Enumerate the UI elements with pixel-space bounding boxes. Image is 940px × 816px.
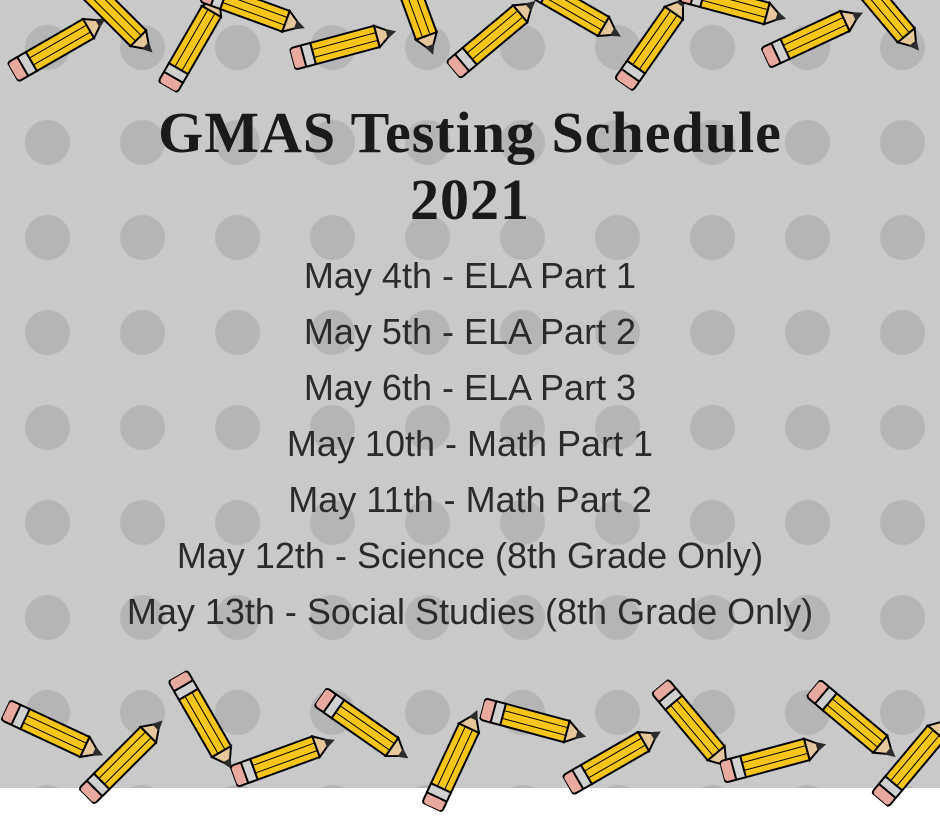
schedule-item: May 10th - Math Part 1 — [287, 423, 653, 465]
schedule-item: May 6th - ELA Part 3 — [304, 367, 636, 409]
page-title: GMAS Testing Schedule 2021 — [158, 100, 782, 233]
schedule-item: May 13th - Social Studies (8th Grade Onl… — [127, 591, 813, 633]
schedule-item: May 12th - Science (8th Grade Only) — [177, 535, 763, 577]
title-line-1: GMAS Testing Schedule — [158, 100, 782, 165]
content-area: GMAS Testing Schedule 2021 May 4th - ELA… — [0, 0, 940, 788]
title-line-2: 2021 — [410, 167, 530, 232]
schedule-list: May 4th - ELA Part 1 May 5th - ELA Part 2… — [127, 255, 813, 633]
schedule-item: May 11th - Math Part 2 — [288, 479, 651, 521]
schedule-item: May 4th - ELA Part 1 — [304, 255, 636, 297]
schedule-item: May 5th - ELA Part 2 — [304, 311, 636, 353]
